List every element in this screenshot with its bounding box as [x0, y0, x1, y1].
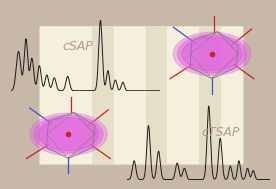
Polygon shape — [30, 113, 107, 155]
FancyBboxPatch shape — [39, 26, 244, 165]
Polygon shape — [38, 118, 99, 151]
Polygon shape — [177, 35, 246, 73]
Bar — [92, 27, 114, 164]
Polygon shape — [173, 32, 251, 75]
Text: cTSAP: cTSAP — [201, 126, 240, 139]
Bar — [199, 27, 221, 164]
Text: cSAP: cSAP — [63, 40, 94, 53]
Bar — [146, 27, 167, 164]
Polygon shape — [182, 37, 242, 71]
Polygon shape — [34, 115, 103, 153]
